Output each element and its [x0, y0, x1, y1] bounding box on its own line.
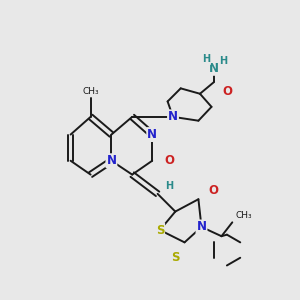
Text: O: O [209, 184, 219, 196]
Text: H: H [219, 56, 227, 66]
Text: N: N [106, 154, 116, 167]
Text: O: O [164, 154, 174, 167]
Text: CH₃: CH₃ [82, 87, 99, 96]
Text: O: O [222, 85, 232, 98]
Text: S: S [156, 224, 164, 236]
Text: N: N [168, 110, 178, 123]
Text: H: H [165, 181, 173, 191]
Text: H: H [202, 54, 210, 64]
Text: N: N [196, 220, 206, 233]
Text: N: N [209, 62, 219, 75]
Text: S: S [171, 251, 180, 264]
Text: CH₃: CH₃ [236, 211, 252, 220]
Text: N: N [147, 128, 157, 141]
